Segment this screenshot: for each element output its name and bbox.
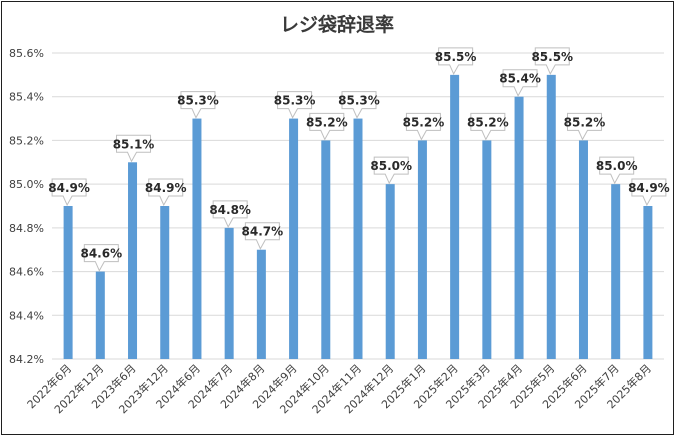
data-label-box (502, 69, 538, 97)
data-label: 85.1% (113, 137, 155, 151)
bar (546, 74, 556, 359)
data-label-box (277, 91, 313, 119)
bar (289, 118, 299, 359)
data-label-box (405, 112, 441, 141)
y-tick-label: 85.4% (9, 91, 44, 104)
bar (160, 206, 170, 359)
data-label-box (566, 112, 602, 141)
data-label-callout: 84.8% (209, 200, 251, 228)
data-label: 85.2% (403, 115, 445, 129)
data-label-callout: 85.4% (499, 69, 541, 97)
bar (256, 249, 266, 359)
y-tick-label: 84.2% (9, 353, 44, 366)
data-labels: 84.9% 84.6% 85.1% 84.9% 85.3% 84.8% 84.7% 85.3%… (48, 47, 670, 272)
data-label: 85.5% (435, 50, 477, 64)
data-label: 84.9% (628, 181, 670, 195)
data-label-box (180, 91, 216, 119)
y-axis: 84.2% 84.4% 84.6% 84.8% 85.0% 85.2% 85.4% 85.6% (9, 47, 44, 366)
bar (482, 140, 492, 359)
chart-title: レジ袋辞退率 (280, 13, 394, 36)
data-label: 85.0% (370, 159, 412, 173)
data-label-callout: 84.9% (145, 178, 187, 207)
data-label: 85.5% (531, 50, 573, 64)
data-label-callout: 85.5% (435, 47, 477, 75)
data-label-callout: 85.2% (467, 112, 509, 141)
data-label-box (470, 112, 506, 141)
bar (192, 118, 202, 359)
data-label-callout: 85.3% (338, 91, 380, 119)
data-label-callout: 85.0% (596, 156, 638, 185)
data-label: 84.7% (242, 225, 284, 239)
x-axis: 2022年6月2022年12月2023年6月2023年12月2024年6月202… (24, 361, 654, 416)
data-label: 85.3% (338, 94, 380, 108)
data-label-callout: 85.1% (113, 134, 155, 163)
bar (578, 140, 588, 359)
y-tick-label: 85.2% (9, 134, 44, 147)
data-label-box (212, 200, 248, 228)
data-label-box (148, 178, 184, 207)
data-label-callout: 85.3% (274, 91, 316, 119)
y-tick-label: 85.6% (9, 47, 44, 60)
data-label: 85.0% (596, 159, 638, 173)
data-label-callout: 85.0% (370, 156, 412, 185)
data-label: 85.2% (564, 115, 606, 129)
bars (63, 74, 653, 359)
data-label: 85.3% (274, 94, 316, 108)
data-label-callout: 84.6% (80, 244, 122, 272)
bar (385, 184, 395, 359)
data-label-box (51, 178, 87, 207)
data-label-box (83, 244, 119, 272)
y-tick-label: 84.8% (9, 222, 44, 235)
bar (417, 140, 427, 359)
data-label-box (373, 156, 409, 185)
data-label-callout: 85.2% (403, 112, 445, 141)
data-label-box (599, 156, 635, 185)
y-tick-label: 84.4% (9, 309, 44, 322)
data-label-callout: 85.2% (564, 112, 606, 141)
data-label: 85.3% (177, 94, 219, 108)
data-label: 84.9% (145, 181, 187, 195)
bar (63, 206, 73, 359)
data-label-box (309, 112, 345, 141)
data-label-box (534, 47, 570, 75)
data-label: 84.9% (48, 181, 90, 195)
data-label-callout: 84.9% (48, 178, 90, 207)
data-label-callout: 85.5% (531, 47, 573, 75)
data-label-callout: 84.7% (242, 222, 284, 250)
data-label-box (341, 91, 377, 119)
data-label-box (631, 178, 667, 207)
y-tick-label: 84.6% (9, 266, 44, 279)
y-tick-label: 85.0% (9, 178, 44, 191)
bar (128, 162, 138, 359)
bar (643, 206, 653, 359)
data-label-callout: 85.2% (306, 112, 348, 141)
data-label: 84.8% (209, 203, 251, 217)
bar (321, 140, 331, 359)
data-label: 85.2% (306, 115, 348, 129)
bar (611, 184, 621, 359)
bar (353, 118, 363, 359)
data-label: 84.6% (80, 247, 122, 261)
data-label: 85.4% (499, 72, 541, 86)
data-label: 85.2% (467, 115, 509, 129)
bar (450, 74, 460, 359)
data-label-box (116, 134, 152, 163)
data-label-callout: 84.9% (628, 178, 670, 207)
data-label-callout: 85.3% (177, 91, 219, 119)
bar (95, 271, 105, 359)
bar (514, 96, 524, 359)
data-label-box (244, 222, 280, 250)
data-label-box (438, 47, 474, 75)
bar (224, 227, 234, 359)
